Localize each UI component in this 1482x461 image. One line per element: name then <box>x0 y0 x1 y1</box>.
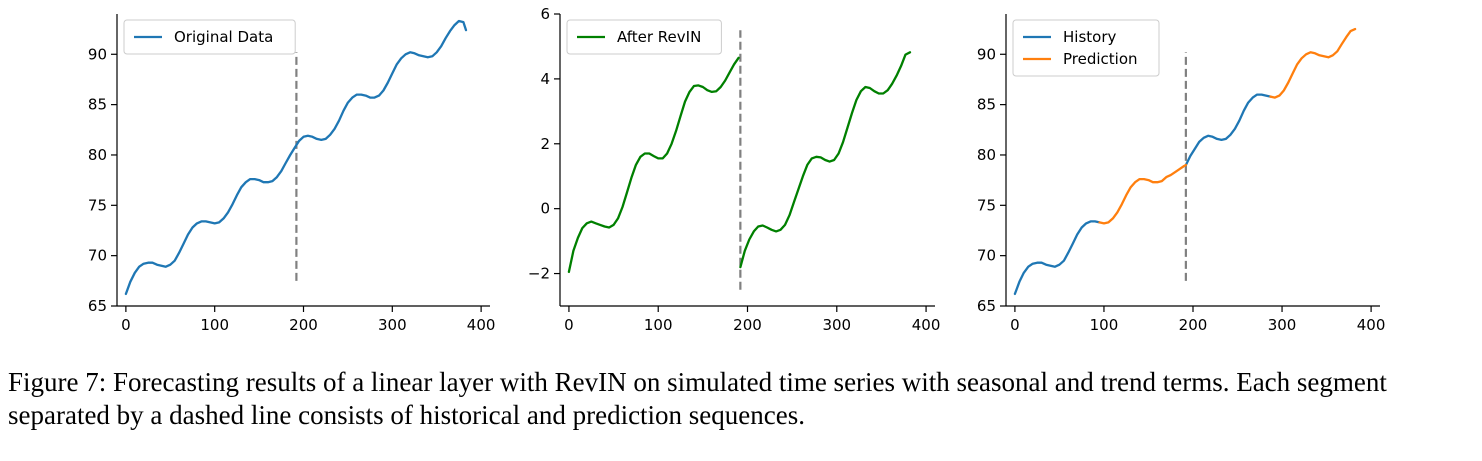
legend-label: History <box>1063 28 1116 46</box>
y-tick-label: 2 <box>540 135 550 153</box>
x-tick-label: 0 <box>1010 316 1020 334</box>
series-line-after-revin <box>567 56 740 274</box>
legend-box <box>123 19 296 55</box>
y-tick-label: 70 <box>88 247 107 265</box>
y-tick-label: −2 <box>528 265 550 283</box>
series-line-original-data <box>124 19 468 296</box>
legend: Original Data <box>123 19 296 55</box>
y-tick-label: 75 <box>977 196 996 214</box>
x-tick-label: 300 <box>378 316 407 334</box>
x-tick-label: 400 <box>912 316 941 334</box>
series-line-prediction <box>1269 27 1357 99</box>
y-tick-label: 75 <box>88 196 107 214</box>
x-tick-label: 400 <box>467 316 496 334</box>
x-tick-label: 0 <box>564 316 574 334</box>
y-tick-label: 70 <box>977 247 996 265</box>
y-tick-label: 90 <box>977 45 996 63</box>
x-tick-label: 0 <box>121 316 131 334</box>
chart-panel-3: 0 100 200 300 400 65 70 75 80 85 90 History Predicti… <box>977 14 1386 334</box>
y-tick-label: 80 <box>977 146 996 164</box>
figure-caption: Figure 7: Forecasting results of a linea… <box>8 367 1387 430</box>
legend-box <box>566 19 722 55</box>
legend-box <box>1012 19 1160 77</box>
y-tick-label: 4 <box>540 70 550 88</box>
y-tick-label: 90 <box>88 45 107 63</box>
x-tick-label: 200 <box>1179 316 1208 334</box>
x-tick-label: 300 <box>822 316 851 334</box>
y-tick-label: 65 <box>88 297 107 315</box>
x-tick-label: 400 <box>1357 316 1386 334</box>
legend-label: Prediction <box>1063 50 1138 68</box>
x-tick-label: 100 <box>1090 316 1119 334</box>
y-tick-label: 80 <box>88 146 107 164</box>
legend: After RevIN <box>566 19 722 55</box>
x-tick-label: 200 <box>733 316 762 334</box>
series-line-history <box>1184 93 1272 167</box>
x-tick-label: 200 <box>289 316 318 334</box>
legend-label: After RevIN <box>617 28 701 46</box>
chart-panel-2: 0 100 200 300 400 −2 0 2 4 6 After RevIN <box>528 5 941 334</box>
y-tick-label: 65 <box>977 297 996 315</box>
legend-label: Original Data <box>174 28 273 46</box>
series-line-after-revin <box>739 51 912 269</box>
y-tick-label: 6 <box>540 5 550 23</box>
legend: History Prediction <box>1012 19 1160 77</box>
chart-panel-1: 0 100 200 300 400 65 70 75 80 85 90 Original Data <box>88 14 496 334</box>
y-tick-label: 85 <box>977 96 996 114</box>
y-tick-label: 85 <box>88 96 107 114</box>
series-line-prediction <box>1098 163 1188 225</box>
x-tick-label: 100 <box>200 316 229 334</box>
series-line-history <box>1013 220 1101 296</box>
x-tick-label: 300 <box>1268 316 1297 334</box>
y-tick-label: 0 <box>540 200 550 218</box>
x-tick-label: 100 <box>644 316 673 334</box>
